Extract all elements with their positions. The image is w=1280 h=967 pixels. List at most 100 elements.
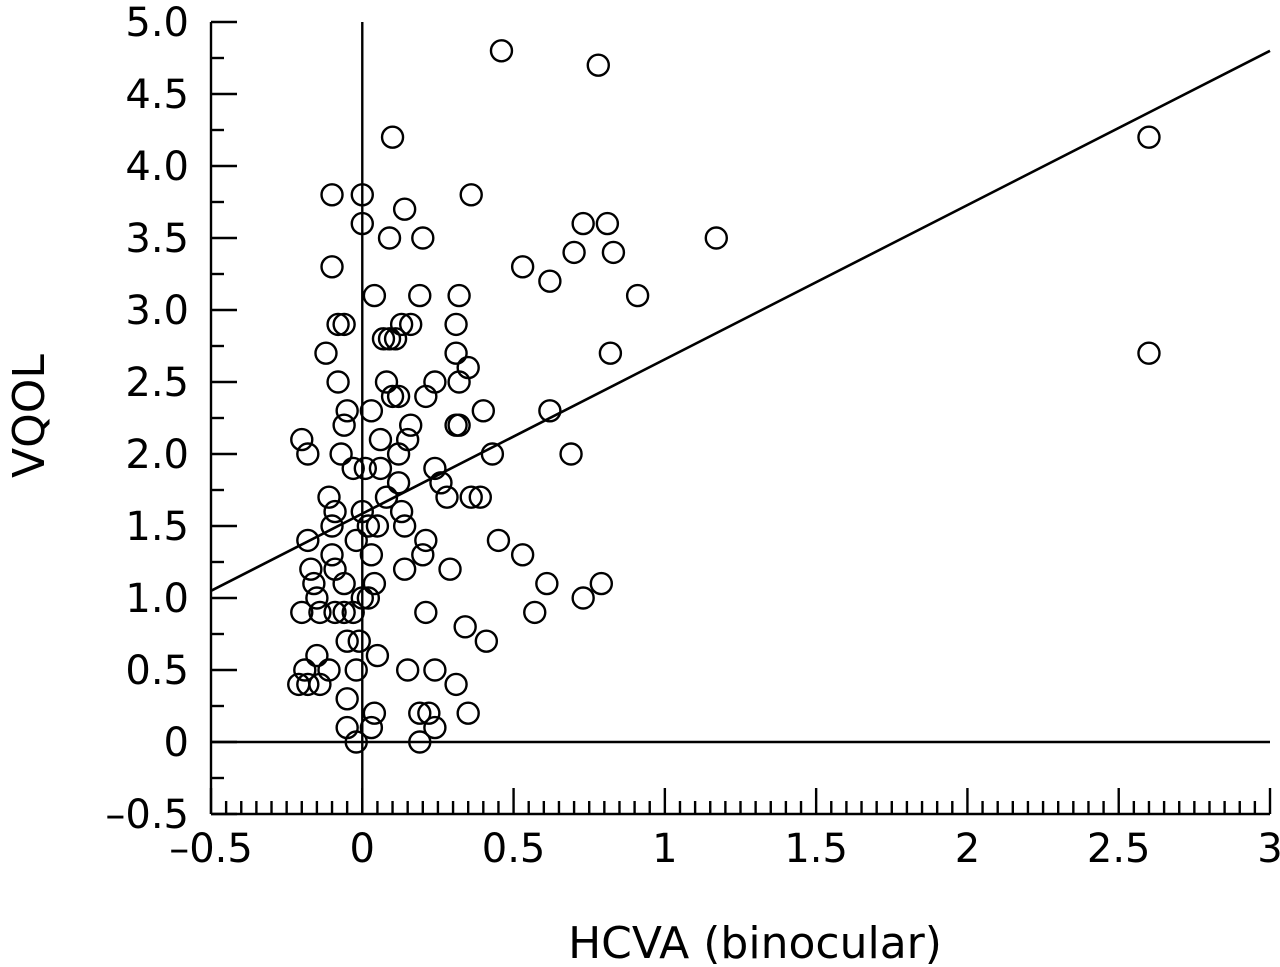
data-point xyxy=(350,499,374,524)
data-point xyxy=(356,514,381,538)
data-point xyxy=(595,211,620,236)
data-point xyxy=(601,240,626,265)
data-point xyxy=(586,53,610,77)
data-point xyxy=(356,586,381,610)
data-point xyxy=(398,312,423,337)
data-point xyxy=(344,730,368,754)
data-point xyxy=(598,341,623,365)
data-point xyxy=(562,240,586,265)
data-point xyxy=(444,672,468,697)
data-point xyxy=(389,499,414,524)
data-point xyxy=(359,715,384,740)
data-point xyxy=(1137,341,1161,365)
data-point xyxy=(414,528,438,553)
data-point xyxy=(559,442,583,466)
data-point xyxy=(368,456,393,481)
data-point xyxy=(383,327,408,351)
data-point xyxy=(323,600,347,625)
data-point xyxy=(398,413,423,437)
data-point xyxy=(308,672,332,697)
data-point xyxy=(489,39,514,63)
fit-line-layer xyxy=(210,49,1271,592)
y-axis-title: VQOL xyxy=(4,354,55,478)
data-point xyxy=(359,543,384,567)
data-point xyxy=(414,384,438,409)
y-tick-label: –0.5 xyxy=(105,792,189,838)
data-point xyxy=(359,399,384,423)
data-point xyxy=(314,341,338,365)
x-tick-label: 1.5 xyxy=(784,826,848,872)
data-point xyxy=(380,125,405,149)
data-point xyxy=(368,427,393,452)
data-point xyxy=(480,442,505,466)
data-point xyxy=(392,197,417,221)
data-point xyxy=(423,456,447,481)
data-point xyxy=(299,557,323,581)
data-point xyxy=(347,629,371,653)
regression-line xyxy=(210,49,1271,592)
data-point xyxy=(317,485,341,509)
y-tick-label: 4.5 xyxy=(125,72,189,118)
data-point xyxy=(535,571,559,596)
y-tick-label: 1.5 xyxy=(125,504,189,550)
data-point xyxy=(571,586,595,610)
data-point xyxy=(423,715,447,740)
data-point xyxy=(411,543,435,567)
x-tick-label: –0.5 xyxy=(169,826,253,872)
data-point xyxy=(380,384,405,409)
data-point xyxy=(332,600,356,625)
data-point xyxy=(414,600,438,625)
data-point xyxy=(625,283,650,308)
data-point xyxy=(362,283,387,308)
data-point xyxy=(392,514,417,538)
data-point xyxy=(374,485,399,509)
data-point xyxy=(323,499,347,524)
data-point xyxy=(411,226,435,250)
data-point xyxy=(344,528,368,553)
data-point xyxy=(326,370,350,394)
data-point xyxy=(302,571,326,596)
data-point xyxy=(329,442,353,466)
data-point xyxy=(447,283,471,308)
data-point xyxy=(571,211,595,236)
data-point xyxy=(429,471,453,495)
data-point xyxy=(335,399,359,423)
data-point xyxy=(408,701,432,725)
data-point xyxy=(341,600,365,625)
data-point xyxy=(353,456,378,481)
data-point xyxy=(408,283,432,308)
data-point xyxy=(341,456,365,481)
y-tick-label: 1.0 xyxy=(125,576,189,622)
data-point xyxy=(332,571,356,596)
data-point xyxy=(296,528,320,553)
data-point xyxy=(305,643,329,668)
data-point xyxy=(510,543,535,567)
data-point xyxy=(417,701,441,725)
data-point xyxy=(523,600,547,625)
data-point xyxy=(377,327,402,351)
tick-labels: –0.5 0 0.5 1.0 1.5 2.0 2.5 3.0 3.5 4.0 4.5 5.0 –0.5 0… xyxy=(105,0,1280,872)
y-tick-label: 5.0 xyxy=(125,0,189,46)
data-point xyxy=(444,312,468,337)
y-tick-label: 2.5 xyxy=(125,360,189,406)
data-point xyxy=(447,370,471,394)
data-point xyxy=(296,672,320,697)
data-point xyxy=(468,485,492,509)
data-point xyxy=(290,600,314,625)
y-tick-label: 0.5 xyxy=(125,648,189,694)
data-point xyxy=(386,471,411,495)
data-point xyxy=(350,183,374,207)
data-point xyxy=(386,384,411,409)
data-point xyxy=(308,600,332,625)
data-point xyxy=(435,485,459,509)
data-points xyxy=(287,39,1161,754)
data-point xyxy=(362,701,387,725)
data-point xyxy=(293,658,317,682)
data-point xyxy=(408,730,432,754)
x-tick-label: 0.5 xyxy=(482,826,546,872)
data-point xyxy=(386,442,411,466)
data-point xyxy=(444,341,468,365)
data-point xyxy=(305,586,329,610)
